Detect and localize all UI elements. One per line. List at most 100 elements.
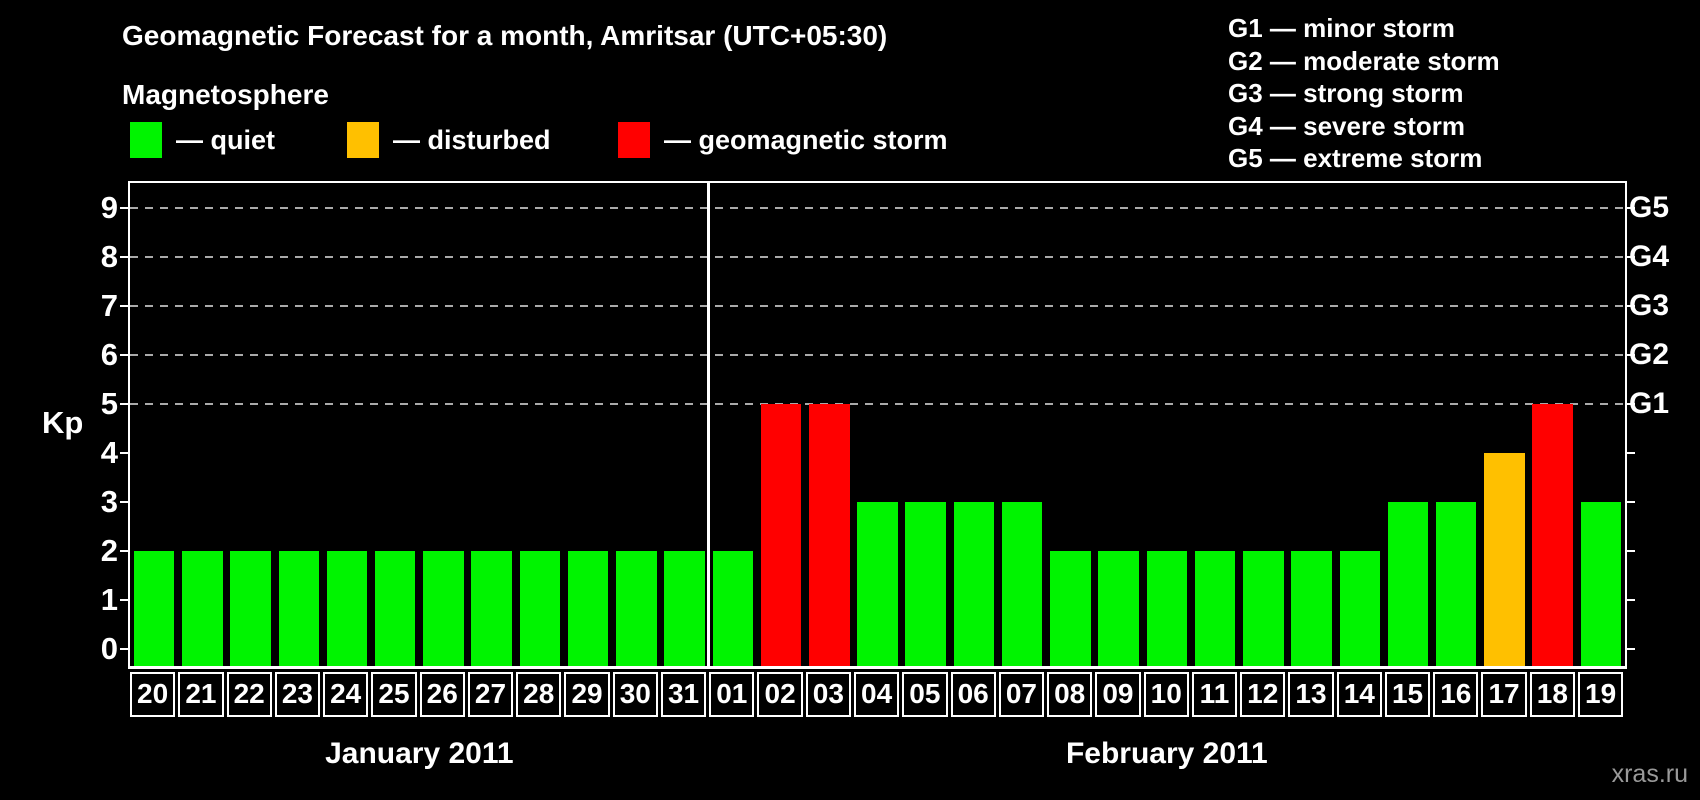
y-axis-tick-8 (120, 256, 128, 258)
right-axis-label-g1: G1 (1629, 387, 1670, 420)
y-axis-tick-6 (120, 354, 128, 356)
g-scale-legend-line-5: G5 — extreme storm (1228, 143, 1483, 173)
kp-bar-09-february (1098, 551, 1139, 666)
y-axis-label-4: 4 (100, 435, 118, 470)
gridline-kp-9 (130, 207, 1625, 209)
day-label-02-february: 02 (757, 672, 803, 717)
watermark: xras.ru (1611, 760, 1688, 788)
kp-bar-25-january (374, 551, 416, 666)
kp-bar-14-february (1339, 551, 1380, 666)
day-label-30-january: 30 (612, 672, 658, 717)
magnetosphere-legend-heading: Magnetosphere (122, 79, 329, 110)
day-label-17-february: 17 (1481, 672, 1527, 717)
y-axis-label-3: 3 (100, 484, 118, 519)
y-axis-label-7: 7 (100, 288, 118, 323)
gridline-kp-6 (130, 354, 1625, 356)
y-axis-label-8: 8 (100, 239, 118, 274)
y-axis-tick-3 (120, 501, 128, 503)
right-axis-tick-2 (1627, 550, 1635, 552)
kp-bar-30-january (616, 551, 657, 666)
y-axis-label-2: 2 (100, 533, 118, 568)
kp-bar-05-february (905, 502, 946, 666)
day-label-29-january: 29 (564, 672, 610, 717)
day-label-05-february: 05 (902, 672, 948, 717)
magnetosphere-legend: — quiet — disturbed — geomagnetic storm (130, 121, 1030, 159)
legend-item-disturbed: — disturbed (347, 121, 551, 159)
g-scale-legend-line-1: G1 — minor storm (1228, 13, 1455, 43)
y-axis-label-1: 1 (100, 582, 118, 617)
kp-bar-18-february (1532, 404, 1573, 666)
day-label-23-january: 23 (274, 672, 321, 717)
g-scale-legend-line-2: G2 — moderate storm (1228, 45, 1500, 76)
gridline-kp-7 (130, 305, 1625, 307)
gridline-kp-8 (130, 256, 1625, 258)
right-axis-tick-3 (1627, 501, 1635, 503)
day-label-27-january: 27 (467, 672, 514, 717)
day-label-22-january: 22 (226, 672, 272, 717)
day-label-11-february: 11 (1191, 672, 1238, 717)
kp-bar-07-february (1001, 502, 1043, 666)
kp-bar-21-january (182, 551, 223, 666)
kp-bar-24-january (326, 551, 368, 666)
day-label-04-february: 04 (853, 672, 900, 717)
kp-bar-15-february (1387, 502, 1429, 666)
plot-area: 0 1 2 3 4 5 6 7 8 9 G1 G2 G3 G4 G5 Kp (42, 181, 1669, 669)
kp-bar-02-february (760, 404, 802, 666)
y-axis-label-9: 9 (100, 190, 118, 225)
day-label-24-january: 24 (323, 672, 369, 717)
day-label-18-february: 18 (1529, 672, 1575, 717)
right-axis-tick-5 (1627, 403, 1635, 405)
day-label-19-february: 19 (1577, 672, 1624, 717)
month-divider (707, 183, 711, 666)
legend-label-storm: — geomagnetic storm (664, 124, 948, 155)
month-label-january: January 2011 (325, 737, 514, 770)
y-axis-tick-5 (120, 403, 128, 405)
kp-bar-19-february (1580, 502, 1622, 666)
kp-bar-03-february (809, 404, 850, 666)
kp-bar-20-january (133, 551, 175, 666)
day-label-28-january: 28 (516, 672, 562, 717)
day-label-31-january: 31 (660, 672, 707, 717)
day-label-09-february: 09 (1095, 672, 1141, 717)
right-axis-label-g4: G4 (1629, 240, 1670, 273)
kp-bar-22-january (230, 551, 271, 666)
kp-bar-04-february (857, 502, 898, 666)
right-axis-tick-1 (1627, 599, 1635, 601)
right-axis-tick-8 (1627, 256, 1635, 258)
kp-bar-28-january (519, 551, 561, 666)
kp-bar-23-january (278, 551, 320, 666)
y-axis-label-0: 0 (100, 631, 118, 666)
kp-bar-13-february (1291, 551, 1332, 666)
day-axis: 20 21 22 23 24 25 26 27 28 29 30 31 01 02 03 04 05 06 07 08… (130, 672, 1624, 717)
day-label-12-february: 12 (1240, 672, 1286, 717)
y-axis-title: Kp (42, 405, 84, 440)
kp-bar-16-february (1435, 502, 1477, 666)
g-scale-legend-line-3: G3 — strong storm (1228, 78, 1464, 108)
legend-item-quiet: — quiet (130, 121, 275, 159)
legend-item-storm: — geomagnetic storm (618, 121, 948, 159)
y-axis-tick-0 (120, 648, 128, 650)
gridline-kp-5 (130, 403, 1625, 405)
right-axis-label-g3: G3 (1629, 289, 1670, 322)
day-label-20-january: 20 (130, 672, 176, 717)
day-label-06-february: 06 (950, 672, 996, 717)
legend-label-disturbed: — disturbed (393, 124, 551, 155)
disturbed-color-swatch (347, 122, 379, 158)
day-label-10-february: 10 (1143, 672, 1189, 717)
kp-bar-26-january (423, 551, 464, 666)
quiet-color-swatch (130, 122, 162, 158)
day-label-13-february: 13 (1288, 672, 1334, 717)
y-axis-tick-9 (120, 207, 128, 209)
day-label-15-february: 15 (1384, 672, 1431, 717)
right-axis-label-g5: G5 (1629, 191, 1670, 224)
y-axis-label-6: 6 (100, 337, 118, 372)
kp-bar-31-january (664, 551, 705, 666)
day-label-14-february: 14 (1336, 672, 1382, 717)
y-axis-tick-4 (120, 452, 128, 454)
right-axis-tick-7 (1627, 305, 1635, 307)
kp-bar-29-january (567, 551, 609, 666)
kp-bar-12-february (1243, 551, 1284, 666)
y-axis-label-5: 5 (100, 386, 118, 421)
y-axis-tick-7 (120, 305, 128, 307)
right-axis-tick-9 (1627, 207, 1635, 209)
